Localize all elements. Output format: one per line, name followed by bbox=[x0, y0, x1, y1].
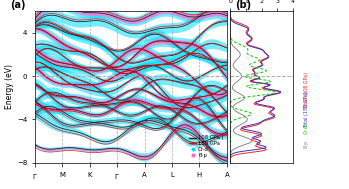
Text: (a): (a) bbox=[10, 0, 25, 10]
Text: Cr-d: Cr-d bbox=[304, 123, 309, 134]
Text: Total (150 GPa): Total (150 GPa) bbox=[304, 91, 309, 128]
Legend: 108 GPa (, 150 GPa, Cr-d, B-p: 108 GPa (, 150 GPa, Cr-d, B-p bbox=[188, 135, 224, 158]
Text: B-p: B-p bbox=[304, 139, 309, 148]
Y-axis label: Energy (eV): Energy (eV) bbox=[5, 64, 14, 109]
Text: Total (108 GPa): Total (108 GPa) bbox=[304, 72, 309, 109]
Text: (b): (b) bbox=[235, 0, 252, 10]
